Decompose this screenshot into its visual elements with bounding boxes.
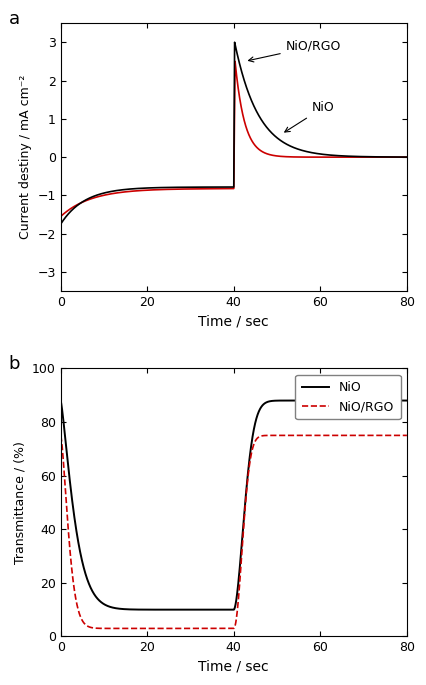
NiO [58, 397, 63, 405]
Text: NiO: NiO [285, 101, 334, 132]
NiO [315, 397, 320, 405]
NiO/RGO [184, 624, 189, 632]
Text: NiO/RGO: NiO/RGO [248, 40, 341, 62]
NiO/RGO [176, 624, 181, 632]
NiO/RGO [333, 432, 338, 440]
NiO [75, 536, 81, 545]
NiO/RGO [278, 432, 283, 440]
Y-axis label: Transmittance / (%): Transmittance / (%) [13, 441, 26, 564]
X-axis label: Time / sec: Time / sec [199, 314, 269, 329]
NiO [263, 399, 268, 407]
NiO/RGO [404, 432, 409, 440]
Legend: NiO, NiO/RGO: NiO, NiO/RGO [295, 375, 400, 419]
NiO [404, 397, 409, 405]
Text: a: a [9, 10, 20, 27]
NiO/RGO [263, 432, 268, 440]
NiO/RGO [75, 605, 81, 613]
NiO/RGO [315, 432, 320, 440]
NiO [278, 397, 283, 405]
Y-axis label: Current destiny / mA cm⁻²: Current destiny / mA cm⁻² [19, 75, 32, 239]
Line: NiO: NiO [60, 401, 407, 610]
Text: b: b [9, 355, 20, 373]
NiO [333, 397, 338, 405]
NiO [184, 606, 189, 614]
Line: NiO/RGO: NiO/RGO [60, 436, 407, 628]
NiO/RGO [58, 432, 63, 440]
X-axis label: Time / sec: Time / sec [199, 660, 269, 674]
NiO [231, 606, 236, 614]
